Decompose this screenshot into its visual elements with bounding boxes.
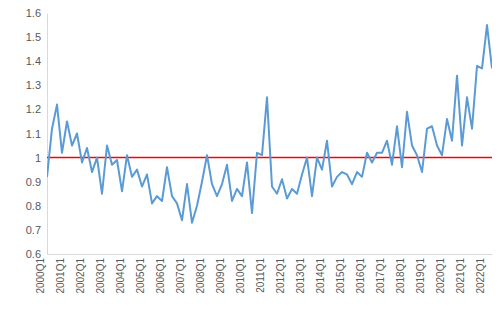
x-tick: 2015Q1 xyxy=(335,254,348,294)
y-tick-label: 1.4 xyxy=(26,55,41,67)
x-tick-label: 2004Q1 xyxy=(115,258,126,294)
x-tick-label: 2003Q1 xyxy=(95,258,106,294)
x-tick: 2010Q1 xyxy=(235,254,248,294)
x-tick: 2020Q1 xyxy=(435,254,448,294)
y-tick-label: 0.9 xyxy=(26,176,41,188)
x-tick: 2004Q1 xyxy=(115,254,128,294)
x-tick: 2014Q1 xyxy=(315,254,328,294)
x-tick: 2016Q1 xyxy=(355,254,368,294)
x-axis-line xyxy=(48,254,493,255)
y-tick-label: 0.7 xyxy=(26,224,41,236)
x-tick: 2005Q1 xyxy=(135,254,148,294)
x-tick-label: 2020Q1 xyxy=(435,258,446,294)
x-tick-label: 2022Q1 xyxy=(475,258,486,294)
x-tick: 2007Q1 xyxy=(175,254,188,294)
y-tick: 1.4 xyxy=(26,55,47,67)
x-tick-label: 2012Q1 xyxy=(275,258,286,294)
x-tick: 2022Q1 xyxy=(475,254,488,294)
y-tick-label: 1.3 xyxy=(26,79,41,91)
x-tick-label: 2008Q1 xyxy=(195,258,206,294)
y-axis: 0.60.70.80.911.11.21.31.41.51.6 xyxy=(26,7,48,260)
x-tick: 2000Q1 xyxy=(35,254,48,294)
y-tick-label: 0.8 xyxy=(26,200,41,212)
x-tick-label: 2001Q1 xyxy=(55,258,66,294)
x-tick-label: 2009Q1 xyxy=(215,258,226,294)
x-tick-label: 2011Q1 xyxy=(255,258,266,293)
chart: 0.60.70.80.911.11.21.31.41.51.62000Q1200… xyxy=(0,0,500,309)
x-tick: 2018Q1 xyxy=(395,254,408,294)
x-tick-label: 2002Q1 xyxy=(75,258,86,294)
data-line xyxy=(47,25,492,223)
x-tick: 2012Q1 xyxy=(275,254,288,294)
x-tick-label: 2016Q1 xyxy=(355,258,366,294)
x-tick: 2013Q1 xyxy=(295,254,308,294)
x-tick-label: 2021Q1 xyxy=(455,258,466,294)
y-axis-line xyxy=(47,14,48,255)
x-tick-label: 2006Q1 xyxy=(155,258,166,294)
x-tick-label: 2000Q1 xyxy=(35,258,46,294)
x-tick-label: 2018Q1 xyxy=(395,258,406,294)
y-tick: 1 xyxy=(35,152,47,164)
y-tick: 1.3 xyxy=(26,79,47,91)
y-tick: 0.9 xyxy=(26,176,47,188)
x-tick: 2017Q1 xyxy=(375,254,388,294)
x-axis: 2000Q1 2001Q1 2002Q1 2003Q1 2004Q1 2005Q1 2006… xyxy=(35,254,493,294)
y-tick-label: 1.2 xyxy=(26,103,41,115)
y-tick: 0.8 xyxy=(26,200,47,212)
y-tick: 1.1 xyxy=(26,128,47,140)
x-tick-label: 2007Q1 xyxy=(175,258,186,294)
x-tick-label: 2015Q1 xyxy=(335,258,346,294)
y-tick: 1.5 xyxy=(26,31,47,43)
x-tick: 2008Q1 xyxy=(195,254,208,294)
x-tick-label: 2017Q1 xyxy=(375,258,386,294)
x-tick-label: 2005Q1 xyxy=(135,258,146,294)
y-tick-label: 1 xyxy=(35,152,41,164)
x-tick: 2001Q1 xyxy=(55,254,68,294)
y-tick-label: 1.1 xyxy=(26,128,41,140)
plot-area xyxy=(47,25,492,223)
x-tick-label: 2010Q1 xyxy=(235,258,246,294)
x-tick: 2006Q1 xyxy=(155,254,168,294)
y-tick-label: 1.5 xyxy=(26,31,41,43)
x-tick: 2003Q1 xyxy=(95,254,108,294)
x-tick: 2002Q1 xyxy=(75,254,88,294)
x-tick-label: 2019Q1 xyxy=(415,258,426,294)
y-tick: 1.2 xyxy=(26,103,47,115)
y-tick: 0.7 xyxy=(26,224,47,236)
x-tick-label: 2014Q1 xyxy=(315,258,326,294)
y-tick: 1.6 xyxy=(26,7,47,19)
x-tick: 2019Q1 xyxy=(415,254,428,294)
y-tick-label: 1.6 xyxy=(26,7,41,19)
x-tick: 2011Q1 xyxy=(255,254,268,293)
x-tick: 2021Q1 xyxy=(455,254,468,294)
x-tick-label: 2013Q1 xyxy=(295,258,306,294)
x-tick: 2009Q1 xyxy=(215,254,228,294)
